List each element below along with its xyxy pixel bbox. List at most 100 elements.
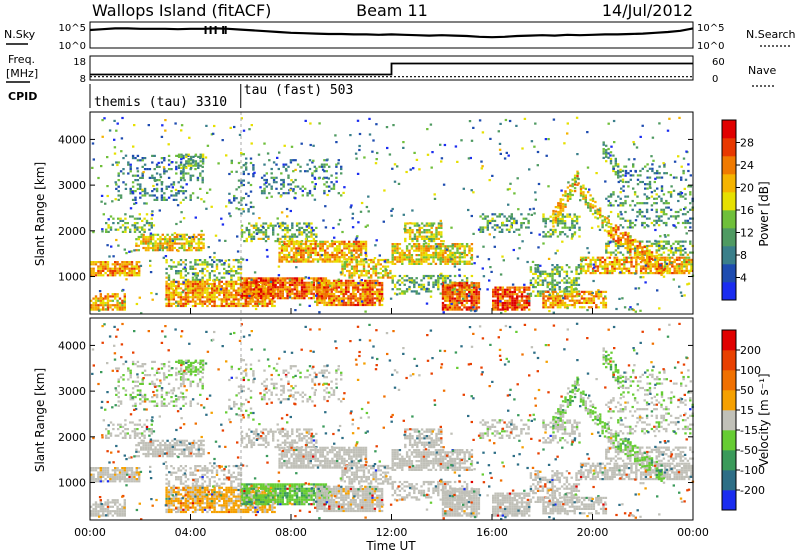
power-cell <box>632 187 635 190</box>
power-cell <box>587 256 590 259</box>
power-cell <box>404 231 407 234</box>
power-cell <box>290 258 293 261</box>
power-cell <box>348 242 351 246</box>
power-cell <box>379 258 382 262</box>
power-cell <box>544 299 547 302</box>
power-cell <box>291 233 294 236</box>
power-cell <box>479 228 482 231</box>
power-cell <box>668 256 672 259</box>
power-cell <box>663 256 667 259</box>
power-cell <box>460 286 464 289</box>
power-cell <box>256 300 259 303</box>
power-cell <box>582 191 585 194</box>
power-cell <box>133 265 136 268</box>
power-cell <box>544 279 547 282</box>
power-cell <box>446 295 449 298</box>
power-cell <box>321 249 324 252</box>
power-cell <box>344 279 348 282</box>
power-cell <box>609 154 612 157</box>
power-cell <box>320 292 324 296</box>
power-cell <box>197 249 200 252</box>
power-cell <box>164 235 167 239</box>
power-cell <box>291 277 294 280</box>
power-cell <box>145 219 149 222</box>
power-cell <box>114 293 117 296</box>
power-cell <box>534 198 537 201</box>
power-cell <box>444 274 447 278</box>
power-cell <box>525 295 528 298</box>
power-cell <box>227 289 231 292</box>
power-cell <box>314 240 317 243</box>
power-cell <box>124 230 127 233</box>
power-cell <box>396 245 399 248</box>
power-cell <box>575 266 578 269</box>
power-cell <box>379 276 382 279</box>
power-cell <box>647 267 650 270</box>
power-cell <box>280 258 284 261</box>
power-cell <box>290 256 293 259</box>
power-cell <box>470 304 473 307</box>
power-cell <box>610 236 613 239</box>
power-cell <box>515 228 518 231</box>
power-cell <box>264 294 268 298</box>
power-cell <box>617 251 620 254</box>
power-cell <box>605 149 608 152</box>
power-cell <box>245 279 248 282</box>
power-cell <box>536 266 540 269</box>
power-cell <box>99 265 102 268</box>
power-cell <box>556 293 560 296</box>
power-cell <box>559 299 562 302</box>
power-cell <box>689 193 692 196</box>
power-cell <box>118 267 122 270</box>
power-cell <box>645 208 649 211</box>
power-cell <box>257 277 260 280</box>
power-cell <box>215 291 219 294</box>
power-cell <box>175 304 178 308</box>
power-cell <box>340 301 343 304</box>
power-cell <box>167 285 171 288</box>
power-cell <box>94 272 98 275</box>
power-cell <box>152 244 155 247</box>
power-cell <box>335 180 338 183</box>
power-cell <box>288 277 292 280</box>
power-cell <box>267 279 270 282</box>
power-cell <box>458 251 462 254</box>
power-cell <box>203 302 207 305</box>
power-cell <box>444 290 447 294</box>
power-cell <box>603 267 607 270</box>
power-cell <box>218 282 221 286</box>
power-cell <box>264 288 268 291</box>
power-cell <box>437 277 440 280</box>
power-cell <box>335 141 338 144</box>
power-cell <box>150 222 153 225</box>
power-cell <box>330 299 333 302</box>
power-cell <box>627 256 631 259</box>
power-cell <box>646 169 649 173</box>
power-cell <box>99 263 102 266</box>
power-cell <box>563 233 567 236</box>
power-cell <box>622 185 625 188</box>
power-cell <box>668 263 672 266</box>
power-cell <box>151 174 154 177</box>
power-cell <box>584 203 587 206</box>
power-cell <box>608 269 612 272</box>
power-cell <box>641 215 644 218</box>
power-cell <box>344 303 348 307</box>
power-cell <box>228 212 231 215</box>
power-cell <box>330 292 333 296</box>
power-cell <box>300 245 303 248</box>
power-cell <box>631 241 634 244</box>
power-cell <box>205 207 208 210</box>
power-cell <box>665 172 668 175</box>
power-cell <box>444 293 447 296</box>
power-cell <box>252 224 256 227</box>
power-cell <box>272 290 275 293</box>
power-cell <box>458 290 461 294</box>
power-cell <box>283 258 286 261</box>
power-cell <box>547 217 550 220</box>
power-cell <box>282 178 285 182</box>
power-cell <box>272 231 275 234</box>
power-cell <box>477 295 481 298</box>
power-cell <box>99 274 102 277</box>
power-cell <box>525 286 528 289</box>
